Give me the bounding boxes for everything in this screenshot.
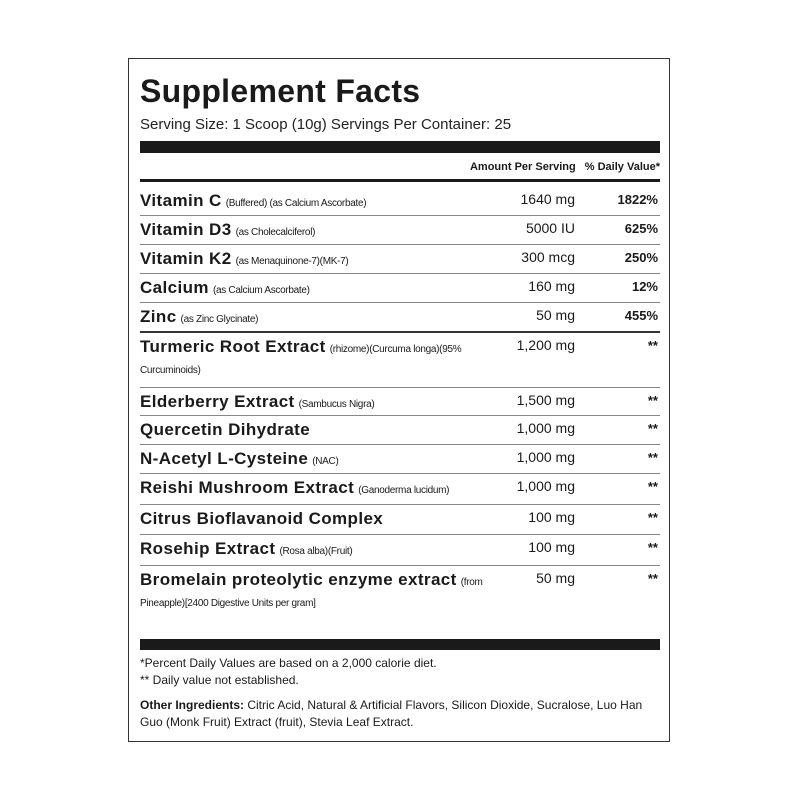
table-row: Quercetin Dihydrate 1,000 mg ** [140,416,660,445]
daily-value: ** [647,571,658,586]
ingredient-name-cell: Calcium (as Calcium Ascorbate) [140,278,510,300]
ingredient-name-cell: Reishi Mushroom Extract (Ganoderma lucidu… [140,478,510,500]
table-row: Calcium (as Calcium Ascorbate) 160 mg 12% [140,274,660,303]
ingredient-source: (NAC) [312,456,339,467]
bottom-bar [140,639,660,650]
daily-value: ** [647,540,658,555]
ingredient-source: (as Zinc Glycinate) [180,314,259,325]
not-established-footnote: ** Daily value not established. [140,673,299,687]
amount-per-serving: 5000 IU [525,220,575,236]
footnotes: *Percent Daily Values are based on a 2,0… [140,655,660,731]
amount-header: Amount Per Serving [469,161,576,173]
ingredient-name: Calcium [140,278,209,297]
table-row: Citrus Bioflavanoid Complex 100 mg ** [140,505,660,535]
daily-value: 625% [624,221,658,236]
nutrient-table: Vitamin C (Buffered) (as Calcium Ascorbat… [140,187,660,616]
ingredient-source: (rhizome)(Curcuma longa)(95% Curcuminoid… [140,344,462,376]
ingredient-source: (Buffered) (as Calcium Ascorbate) [225,198,367,209]
amount-per-serving: 50 mg [536,307,575,323]
other-ingredients-text: Citric Acid, Natural & Artificial Flavor… [140,698,643,729]
table-row: Bromelain proteolytic enzyme extract (fro… [140,566,660,616]
ingredient-source: (as Menaquinone-7)(MK-7) [235,256,349,267]
divider-bar [140,141,660,153]
amount-per-serving: 1,500 mg [516,392,575,408]
daily-value: 455% [624,308,658,323]
amount-per-serving: 1,000 mg [516,420,575,436]
other-ingredients-label: Other Ingredients: [140,698,245,712]
ingredient-source: (as Cholecalciferol) [235,227,316,238]
column-header: Amount Per Serving % Daily Value* [464,161,660,173]
daily-value: ** [647,393,658,408]
amount-per-serving: 300 mcg [521,249,575,265]
other-ingredients: Other Ingredients: Citric Acid, Natural … [140,697,660,731]
ingredient-name: Turmeric Root Extract [140,337,326,356]
ingredient-name: Vitamin C [140,191,222,210]
header-rule [140,179,660,182]
ingredient-source: (Rosa alba)(Fruit) [279,546,353,557]
ingredient-name: Bromelain proteolytic enzyme extract [140,570,457,589]
ingredient-source: (Sambucus Nigra) [298,399,375,410]
daily-value: 12% [631,279,658,294]
daily-value: 1822% [617,192,658,207]
daily-value: ** [647,338,658,353]
ingredient-name-cell: Vitamin K2 (as Menaquinone-7)(MK-7) [140,249,510,271]
table-row: Vitamin C (Buffered) (as Calcium Ascorbat… [140,187,660,216]
dv-footnote: *Percent Daily Values are based on a 2,0… [140,656,437,670]
ingredient-name: Zinc [140,307,177,326]
amount-per-serving: 1,200 mg [516,337,575,353]
daily-value: 250% [624,250,658,265]
ingredient-source: (Ganoderma lucidum) [358,485,450,496]
ingredient-name: Rosehip Extract [140,539,276,558]
ingredient-source: (from Pineapple)[2400 Digestive Units pe… [140,577,483,609]
ingredient-name-cell: N-Acetyl L-Cysteine (NAC) [140,449,510,471]
amount-per-serving: 1,000 mg [516,478,575,494]
table-row: Vitamin K2 (as Menaquinone-7)(MK-7) 300 mc… [140,245,660,274]
table-row: Elderberry Extract (Sambucus Nigra) 1,500 … [140,388,660,416]
supplement-facts-panel: Supplement Facts Serving Size: 1 Scoop (… [128,58,670,742]
amount-per-serving: 1640 mg [520,191,575,207]
ingredient-name: Quercetin Dihydrate [140,420,311,439]
ingredient-name-cell: Vitamin D3 (as Cholecalciferol) [140,220,510,242]
daily-value: ** [647,510,658,525]
dv-header: % Daily Value* [584,161,660,173]
table-row: N-Acetyl L-Cysteine (NAC) 1,000 mg ** [140,445,660,474]
table-row: Vitamin D3 (as Cholecalciferol) 5000 IU 625… [140,216,660,245]
daily-value: ** [647,479,658,494]
ingredient-name-cell: Turmeric Root Extract (rhizome)(Curcuma l… [140,337,510,380]
ingredient-name-cell: Citrus Bioflavanoid Complex [140,509,510,529]
amount-per-serving: 100 mg [528,509,575,525]
table-row: Reishi Mushroom Extract (Ganoderma lucidu… [140,474,660,505]
ingredient-name-cell: Vitamin C (Buffered) (as Calcium Ascorbat… [140,191,510,213]
table-row: Turmeric Root Extract (rhizome)(Curcuma l… [140,333,660,388]
ingredient-name: N-Acetyl L-Cysteine [140,449,309,468]
table-row: Rosehip Extract (Rosa alba)(Fruit) 100 mg *… [140,535,660,566]
ingredient-name-cell: Bromelain proteolytic enzyme extract (fro… [140,570,485,613]
ingredient-name: Reishi Mushroom Extract [140,478,355,497]
amount-per-serving: 100 mg [528,539,575,555]
ingredient-name-cell: Zinc (as Zinc Glycinate) [140,307,510,329]
ingredient-name-cell: Quercetin Dihydrate [140,420,510,440]
amount-per-serving: 1,000 mg [516,449,575,465]
ingredient-name: Vitamin K2 [140,249,232,268]
panel-title: Supplement Facts [140,73,421,109]
ingredient-name: Elderberry Extract [140,392,295,411]
amount-per-serving: 50 mg [536,570,575,586]
ingredient-name-cell: Rosehip Extract (Rosa alba)(Fruit) [140,539,510,561]
table-row: Zinc (as Zinc Glycinate) 50 mg 455% [140,303,660,333]
serving-info: Serving Size: 1 Scoop (10g) Servings Per… [140,116,512,133]
ingredient-name: Vitamin D3 [140,220,232,239]
ingredient-name-cell: Elderberry Extract (Sambucus Nigra) [140,392,510,414]
daily-value: ** [647,450,658,465]
amount-per-serving: 160 mg [528,278,575,294]
daily-value: ** [647,421,658,436]
ingredient-source: (as Calcium Ascorbate) [212,285,310,296]
ingredient-name: Citrus Bioflavanoid Complex [140,509,384,528]
